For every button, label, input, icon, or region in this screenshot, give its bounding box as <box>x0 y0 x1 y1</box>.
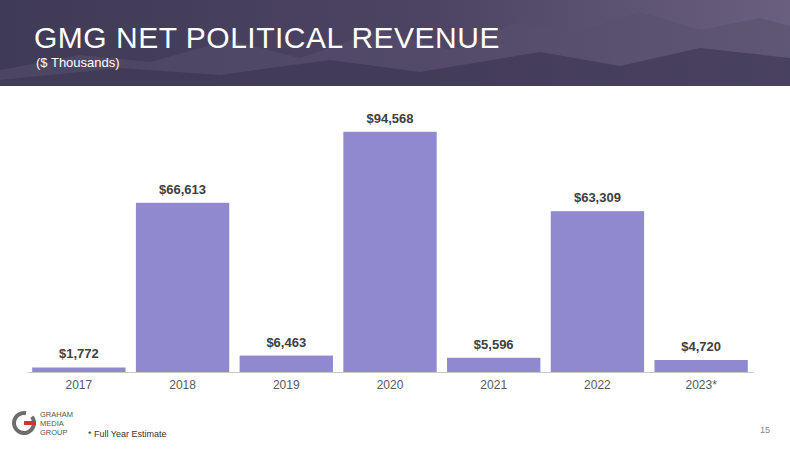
subtitle: ($ Thousands) <box>36 55 120 70</box>
data-label: $94,568 <box>367 111 414 126</box>
bar <box>343 132 436 372</box>
page-number: 15 <box>760 425 770 435</box>
x-tick-label: 2023* <box>685 378 717 392</box>
x-tick-label: 2018 <box>169 378 196 392</box>
data-label: $6,463 <box>266 335 306 350</box>
x-tick: 2021 <box>480 372 507 392</box>
x-tick-label: 2022 <box>584 378 611 392</box>
header <box>0 0 790 86</box>
header-background <box>0 0 790 86</box>
bars <box>32 132 748 372</box>
bar <box>240 356 333 372</box>
x-axis: 2017 2018 2019 2020 2021 2022 2023* <box>28 372 754 392</box>
logo-text: GRAHAM <box>40 410 73 419</box>
x-tick-label: 2020 <box>377 378 404 392</box>
data-label: $1,772 <box>59 346 99 361</box>
x-tick: 2023* <box>685 372 717 392</box>
bar <box>32 367 125 372</box>
slide: GMG NET POLITICAL REVENUE($ Thousands) 20… <box>0 0 790 457</box>
x-tick: 2019 <box>273 372 300 392</box>
logo: GRAHAMMEDIAGROUP <box>12 410 73 437</box>
logo-ring <box>12 411 36 435</box>
x-tick-label: 2019 <box>273 378 300 392</box>
data-labels: $1,772 $66,613 $6,463 $94,568 $5,596 $63,309 $… <box>59 111 721 362</box>
bar <box>551 211 644 372</box>
footnote: * Full Year Estimate <box>88 429 167 439</box>
x-tick: 2017 <box>66 372 93 392</box>
x-tick: 2020 <box>377 372 404 392</box>
x-tick-label: 2021 <box>480 378 507 392</box>
x-tick: 2018 <box>169 372 196 392</box>
bar <box>447 358 540 372</box>
x-tick-label: 2017 <box>66 378 93 392</box>
logo-bar <box>24 421 36 425</box>
bar <box>136 203 229 372</box>
logo-text: GROUP <box>40 428 68 437</box>
logo-text: MEDIA <box>40 419 64 428</box>
x-axis-line <box>28 372 754 373</box>
title: GMG NET POLITICAL REVENUE <box>34 21 500 54</box>
data-label: $63,309 <box>574 190 621 205</box>
data-label: $4,720 <box>681 339 721 354</box>
data-label: $66,613 <box>159 182 206 197</box>
data-label: $5,596 <box>474 337 514 352</box>
x-tick: 2022 <box>584 372 611 392</box>
bar <box>654 360 747 372</box>
header-mountains <box>0 12 790 86</box>
